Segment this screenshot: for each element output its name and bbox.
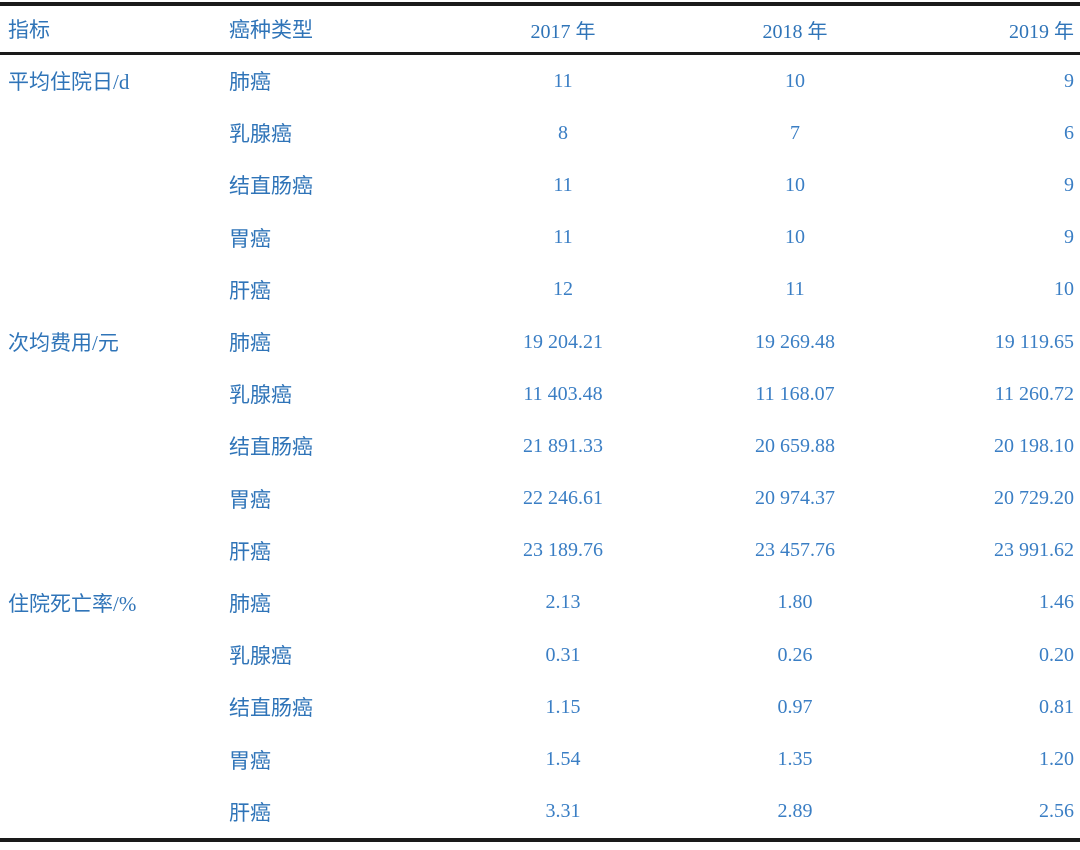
table-row: 胃癌 11 10 9 — [0, 212, 1080, 264]
indicator-cell — [0, 629, 215, 681]
cancer-type-cell: 肝癌 — [229, 800, 271, 825]
value-cell: 0.20 — [1039, 643, 1074, 666]
value-cell: 11 168.07 — [755, 382, 835, 405]
indicator-cell — [0, 681, 215, 733]
value-cell: 19 119.65 — [994, 330, 1074, 353]
value-cell: 9 — [1064, 173, 1074, 196]
cancer-type-cell: 结直肠癌 — [229, 174, 313, 199]
cancer-type-cell: 肺癌 — [229, 331, 271, 356]
value-cell: 19 204.21 — [523, 330, 603, 353]
indicator-cell — [0, 786, 215, 840]
value-cell: 11 — [785, 278, 805, 301]
header-indicator: 指标 — [8, 18, 50, 42]
table-row: 肝癌 23 189.76 23 457.76 23 991.62 — [0, 525, 1080, 577]
value-cell: 22 246.61 — [523, 487, 603, 510]
value-cell: 11 — [553, 226, 573, 249]
value-cell: 20 198.10 — [994, 434, 1074, 457]
table-row: 结直肠癌 1.15 0.97 0.81 — [0, 681, 1080, 733]
cancer-type-cell: 胃癌 — [229, 487, 271, 512]
header-row: 指标 癌种类型 2017 年 2018 年 2019 年 — [0, 4, 1080, 54]
value-cell: 12 — [553, 278, 573, 301]
indicator-cell: 平均住院日/d — [8, 70, 130, 95]
header-year-2017: 2017 年 — [530, 20, 596, 43]
table-row: 乳腺癌 11 403.48 11 168.07 11 260.72 — [0, 368, 1080, 420]
indicator-cell — [0, 420, 215, 472]
indicator-cell — [0, 212, 215, 264]
table-row: 结直肠癌 11 10 9 — [0, 159, 1080, 211]
table-row: 肝癌 3.31 2.89 2.56 — [0, 786, 1080, 840]
cancer-type-cell: 乳腺癌 — [229, 644, 292, 669]
indicator-cell — [0, 107, 215, 159]
table-row: 肝癌 12 11 10 — [0, 264, 1080, 316]
value-cell: 11 — [553, 173, 573, 196]
header-year-2019: 2019 年 — [1009, 20, 1074, 43]
table-row: 平均住院日/d 肺癌 11 10 9 — [0, 54, 1080, 108]
indicator-cell — [0, 368, 215, 420]
value-cell: 21 891.33 — [523, 434, 603, 457]
value-cell: 20 729.20 — [994, 487, 1074, 510]
value-cell: 2.89 — [777, 800, 813, 823]
value-cell: 1.46 — [1039, 591, 1074, 614]
value-cell: 23 991.62 — [994, 539, 1074, 562]
value-cell: 0.97 — [777, 695, 813, 718]
cancer-type-cell: 结直肠癌 — [229, 435, 313, 460]
table-row: 乳腺癌 8 7 6 — [0, 107, 1080, 159]
value-cell: 2.13 — [545, 591, 581, 614]
value-cell: 1.20 — [1039, 748, 1074, 771]
value-cell: 3.31 — [545, 800, 581, 823]
value-cell: 6 — [1064, 121, 1074, 144]
cancer-type-cell: 胃癌 — [229, 226, 271, 251]
value-cell: 8 — [558, 121, 568, 144]
value-cell: 9 — [1064, 69, 1074, 92]
value-cell: 23 457.76 — [755, 539, 835, 562]
value-cell: 23 189.76 — [523, 539, 603, 562]
indicator-cell: 次均费用/元 — [8, 331, 119, 356]
value-cell: 11 403.48 — [523, 382, 603, 405]
value-cell: 20 974.37 — [755, 487, 835, 510]
indicator-cell — [0, 733, 215, 785]
cancer-type-cell: 肝癌 — [229, 278, 271, 303]
value-cell: 1.80 — [777, 591, 813, 614]
value-cell: 0.31 — [545, 643, 581, 666]
cancer-type-cell: 肝癌 — [229, 539, 271, 564]
value-cell: 9 — [1064, 226, 1074, 249]
header-year-2018: 2018 年 — [762, 20, 828, 43]
value-cell: 10 — [1054, 278, 1074, 301]
value-cell: 7 — [790, 121, 800, 144]
value-cell: 1.35 — [777, 748, 813, 771]
indicator-cell — [0, 525, 215, 577]
table-row: 结直肠癌 21 891.33 20 659.88 20 198.10 — [0, 420, 1080, 472]
cancer-type-cell: 乳腺癌 — [229, 122, 292, 147]
cancer-type-cell: 胃癌 — [229, 748, 271, 773]
value-cell: 20 659.88 — [755, 434, 835, 457]
value-cell: 2.56 — [1039, 800, 1074, 823]
value-cell: 1.54 — [545, 748, 581, 771]
indicator-cell: 住院死亡率/% — [8, 591, 137, 616]
value-cell: 0.81 — [1039, 695, 1074, 718]
indicator-cell — [0, 159, 215, 211]
cancer-type-cell: 结直肠癌 — [229, 696, 313, 721]
table-body: 平均住院日/d 肺癌 11 10 9 乳腺癌 8 7 6 结直肠癌 11 10 9 胃癌 11 10 9 肝癌 12… — [0, 54, 1080, 840]
value-cell: 10 — [785, 173, 805, 196]
indicator-cell — [0, 473, 215, 525]
cancer-type-cell: 肺癌 — [229, 591, 271, 616]
table-row: 胃癌 22 246.61 20 974.37 20 729.20 — [0, 473, 1080, 525]
table-row: 住院死亡率/% 肺癌 2.13 1.80 1.46 — [0, 577, 1080, 629]
table-row: 乳腺癌 0.31 0.26 0.20 — [0, 629, 1080, 681]
indicator-cell — [0, 264, 215, 316]
value-cell: 0.26 — [777, 643, 813, 666]
cancer-type-cell: 乳腺癌 — [229, 383, 292, 408]
value-cell: 19 269.48 — [755, 330, 835, 353]
value-cell: 1.15 — [545, 695, 581, 718]
value-cell: 10 — [785, 226, 805, 249]
header-cancer-type: 癌种类型 — [229, 18, 313, 42]
table-row: 次均费用/元 肺癌 19 204.21 19 269.48 19 119.65 — [0, 316, 1080, 368]
value-cell: 10 — [785, 69, 805, 92]
value-cell: 11 — [553, 69, 573, 92]
cancer-type-cell: 肺癌 — [229, 70, 271, 95]
value-cell: 11 260.72 — [994, 382, 1074, 405]
table-row: 胃癌 1.54 1.35 1.20 — [0, 733, 1080, 785]
